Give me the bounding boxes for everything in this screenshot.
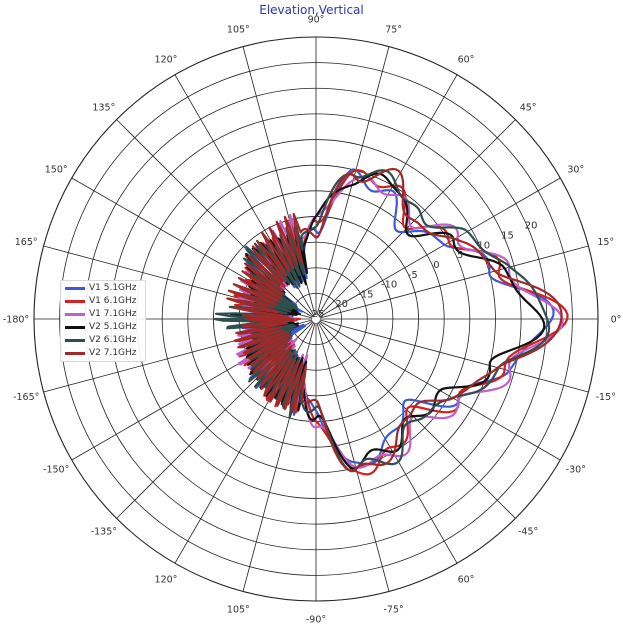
legend-swatch <box>65 325 85 329</box>
legend-label: V2 6.1GHz <box>89 335 137 345</box>
legend-label: V2 7.1GHz <box>89 348 137 358</box>
angle-tick-label: -90° <box>306 615 326 626</box>
legend-item: V2 6.1GHz <box>65 334 145 346</box>
legend-item: V1 7.1GHz <box>65 308 145 320</box>
legend-label: V1 5.1GHz <box>89 283 137 293</box>
legend: V1 5.1GHz V1 6.1GHz V1 7.1GHz V2 5.1GHz V2 6… <box>60 280 146 362</box>
angle-tick-label: 45° <box>520 102 537 113</box>
legend-swatch <box>65 286 85 290</box>
angle-tick-label: 150° <box>45 165 68 176</box>
grid-spoke <box>316 322 390 592</box>
grid-spoke <box>319 245 589 319</box>
legend-label: V2 5.1GHz <box>89 322 137 332</box>
radial-tick-label: -5 <box>408 270 418 281</box>
chart-title: Elevation,Vertical <box>259 3 364 17</box>
angle-tick-label: -135° <box>91 527 117 538</box>
tick-labels: 90° 75° 60° 45° 30° 15° 0° -15° -30° -45° 60° -75° -… <box>3 15 622 626</box>
legend-swatch <box>65 299 85 303</box>
angle-tick-label: 105° <box>227 25 250 36</box>
angle-tick-label: 30° <box>567 165 584 176</box>
angle-tick-label: -45° <box>518 527 538 538</box>
legend-swatch <box>65 351 85 355</box>
legend-label: V1 6.1GHz <box>89 296 137 306</box>
radial-tick-label: 20 <box>335 299 348 310</box>
legend-item: V2 5.1GHz <box>65 321 145 333</box>
angle-tick-label: -30° <box>566 465 586 476</box>
angle-tick-label: 165° <box>15 237 38 248</box>
angle-tick-label: 90° <box>308 15 325 26</box>
radial-tick-label: 25 <box>312 309 325 320</box>
angle-tick-label: 120° <box>155 55 178 66</box>
grid-spoke <box>319 177 561 318</box>
grid-spoke <box>318 119 516 317</box>
radial-tick-label: -15 <box>357 289 373 300</box>
series-layer <box>213 167 569 476</box>
radial-tick-label: 5 <box>457 250 463 261</box>
legend-item: V1 5.1GHz <box>65 282 145 294</box>
radial-tick-label: -10 <box>381 280 397 291</box>
series-line <box>226 167 563 472</box>
grid-spoke <box>319 319 589 393</box>
legend-item: V2 7.1GHz <box>65 347 145 359</box>
grid-spoke <box>317 322 458 564</box>
angle-tick-label: -165° <box>13 392 39 403</box>
radial-tick-label: 0 <box>433 260 439 271</box>
angle-tick-label: 60° <box>458 574 475 585</box>
angle-tick-label: 135° <box>92 102 115 113</box>
angle-tick-label: 120° <box>155 574 178 585</box>
angle-tick-label: -150° <box>43 465 69 476</box>
angle-tick-label: 0° <box>611 315 622 326</box>
legend-swatch <box>65 312 85 316</box>
angle-tick-label: 15° <box>597 237 614 248</box>
angle-tick-label: -180° <box>3 315 29 326</box>
radial-tick-label: 15 <box>501 231 514 242</box>
legend-swatch <box>65 338 85 342</box>
angle-tick-label: 105° <box>227 604 250 615</box>
radial-tick-label: 10 <box>477 240 490 251</box>
angle-tick-label: 60° <box>458 55 475 66</box>
angle-tick-label: 75° <box>385 25 402 36</box>
legend-label: V1 7.1GHz <box>89 309 137 319</box>
legend-item: V1 6.1GHz <box>65 295 145 307</box>
angle-tick-label: -75° <box>384 604 404 615</box>
radial-tick-label: 20 <box>525 221 538 232</box>
angle-tick-label: -15° <box>596 392 616 403</box>
